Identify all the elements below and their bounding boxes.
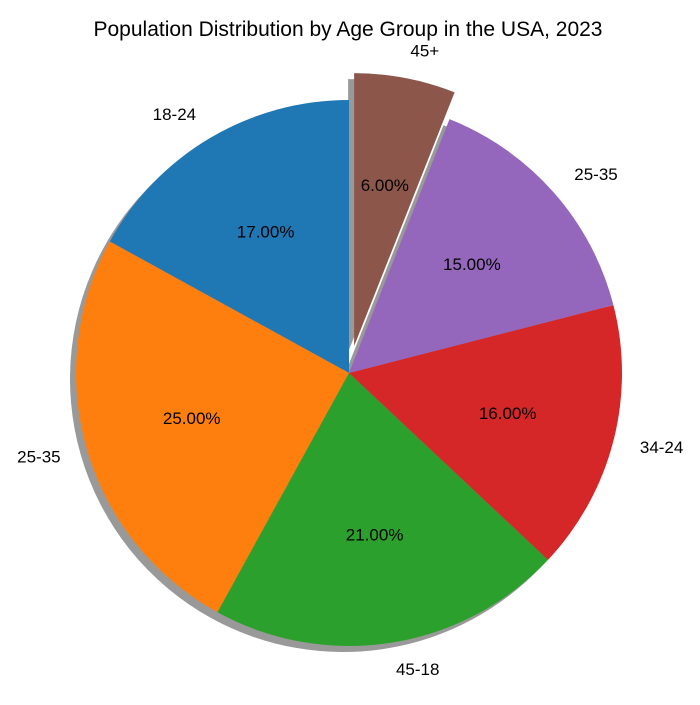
chart-title: Population Distribution by Age Group in … xyxy=(94,18,603,41)
slice-25-35-4 xyxy=(349,119,614,373)
slice-labels: 18-24 17.00% 25-35 25.00% 45-18 21.00% 34-24 16… xyxy=(17,42,683,679)
slice-label-45-18-2: 45-18 xyxy=(396,660,439,679)
slice-label-25-35-1: 25-35 xyxy=(17,447,60,466)
slice-percent-25-35-1: 25.00% xyxy=(163,409,221,428)
slice-percent-18-24-0: 17.00% xyxy=(237,223,295,242)
slice-label-18-24-0: 18-24 xyxy=(153,105,196,124)
slice-34-24-3 xyxy=(349,305,622,560)
slice-label-25-35-4: 25-35 xyxy=(574,165,617,184)
slice-label-34-24-3: 34-24 xyxy=(640,438,683,457)
slice-18-24-0 xyxy=(109,100,349,373)
slice-percent-45-5: 6.00% xyxy=(361,176,409,195)
slice-45-5 xyxy=(354,73,455,347)
slice-percent-25-35-4: 15.00% xyxy=(443,255,501,274)
slice-25-35-1 xyxy=(75,241,349,613)
slice-wedges xyxy=(75,73,622,646)
slice-label-45-5: 45+ xyxy=(410,42,439,61)
slice-percent-34-24-3: 16.00% xyxy=(479,404,537,423)
slice-percent-45-18-2: 21.00% xyxy=(346,525,404,544)
slice-45-18-2 xyxy=(217,373,549,646)
